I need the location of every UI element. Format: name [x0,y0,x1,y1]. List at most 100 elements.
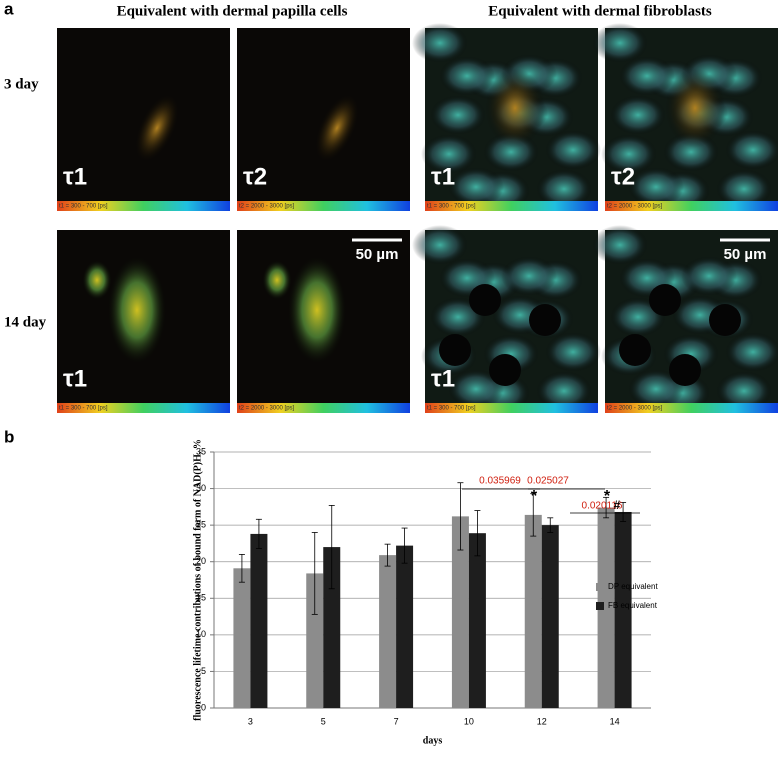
tau-label: τ1 [431,365,455,392]
bar [541,525,559,708]
micrograph: t2 = 2000 - 3000 [ps] 50 µm [592,225,778,413]
cell [485,68,545,148]
annotation: 0.020116 [582,501,623,512]
x-tick-label: 12 [537,716,547,726]
column-title: Equivalent with dermal fibroblasts [488,3,712,19]
colorbar [425,201,598,211]
colorbar-label: t2 = 2000 - 3000 [ps] [607,204,663,210]
cell [725,332,778,372]
bar [306,573,324,708]
x-axis-label: days [423,735,443,746]
nucleus [709,304,741,336]
nucleus [439,334,471,366]
tau-label: τ2 [611,163,635,190]
tau-label: τ1 [431,163,455,190]
nucleus [469,284,501,316]
colorbar-label: t2 = 2000 - 3000 [ps] [239,204,295,210]
cell [448,167,504,207]
panel-label: a [4,0,14,18]
x-tick-label: 7 [394,716,399,726]
column-title: Equivalent with dermal papilla cells [117,3,348,19]
cell [545,332,601,372]
y-axis-label: fluorescence lifetime contributions of b… [192,439,203,721]
cell [536,371,592,411]
legend-label: DP equivalent [608,582,658,591]
cell [725,130,778,170]
micrograph: t1 = 300 - 700 [ps] τ1 [57,230,230,413]
tau-label: τ2 [243,163,267,190]
micrograph: t2 = 2000 - 3000 [ps] τ2 [592,23,778,211]
cell [501,256,557,296]
nucleus [619,334,651,366]
tau-label: τ1 [63,163,87,190]
y-tick-label: 35 [196,446,206,456]
cell [107,255,167,365]
cell [716,371,772,411]
colorbar-label: t1 = 300 - 700 [ps] [427,204,476,210]
cell [412,225,468,265]
nucleus [529,304,561,336]
bar [524,514,542,708]
y-tick-label: 15 [196,593,206,603]
cell [592,23,648,63]
cell [545,130,601,170]
annotation: * [531,488,538,505]
colorbar-label: t1 = 300 - 700 [ps] [59,406,108,412]
colorbar-label: t2 = 2000 - 3000 [ps] [239,406,295,412]
colorbar [425,403,598,413]
micrograph: t1 = 300 - 700 [ps] τ1 [412,23,601,211]
micrograph: t2 = 2000 - 3000 [ps] 50 µm [237,230,410,413]
colorbar [605,201,778,211]
bar [250,533,268,708]
x-tick-label: 3 [248,716,253,726]
cell [716,169,772,209]
micrograph: t1 = 300 - 700 [ps] τ1 [412,225,601,413]
x-tick-label: 14 [610,716,620,726]
annotation: # [614,498,621,512]
colorbar-label: t2 = 2000 - 3000 [ps] [607,406,663,412]
bar [396,545,414,708]
legend-swatch [596,602,604,610]
panel-label: b [4,427,14,446]
bar [614,511,632,708]
cell [610,95,666,135]
cell [619,56,675,96]
x-tick-label: 5 [321,716,326,726]
colorbar [57,201,230,211]
cell [287,255,347,365]
y-tick-label: 5 [201,666,206,676]
y-tick-label: 10 [196,629,206,639]
cell [628,369,684,409]
cell [262,260,292,300]
colorbar [237,201,410,211]
cell [439,56,495,96]
y-tick-label: 30 [196,483,206,493]
y-tick-label: 0 [201,702,206,712]
colorbar [605,403,778,413]
cell [314,92,360,164]
row-label: 14 day [4,314,47,330]
cell [628,167,684,207]
colorbar [57,403,230,413]
bar [468,533,486,708]
colorbar-label: t1 = 300 - 700 [ps] [59,204,108,210]
row-label: 3 day [4,76,39,92]
cell [665,68,725,148]
legend-label: FB equivalent [608,601,658,610]
bar [323,547,341,708]
cell [412,23,468,63]
x-tick-label: 10 [464,716,474,726]
cell [448,369,504,409]
nucleus [489,354,521,386]
cell [681,256,737,296]
cell [592,225,648,265]
annotation: * [604,488,611,505]
tau-label: τ1 [63,365,87,392]
legend-swatch [596,583,604,591]
cell [82,260,112,300]
annotation: 0.035969 [479,476,521,487]
cell [536,169,592,209]
y-tick-label: 20 [196,556,206,566]
colorbar-label: t1 = 300 - 700 [ps] [427,406,476,412]
